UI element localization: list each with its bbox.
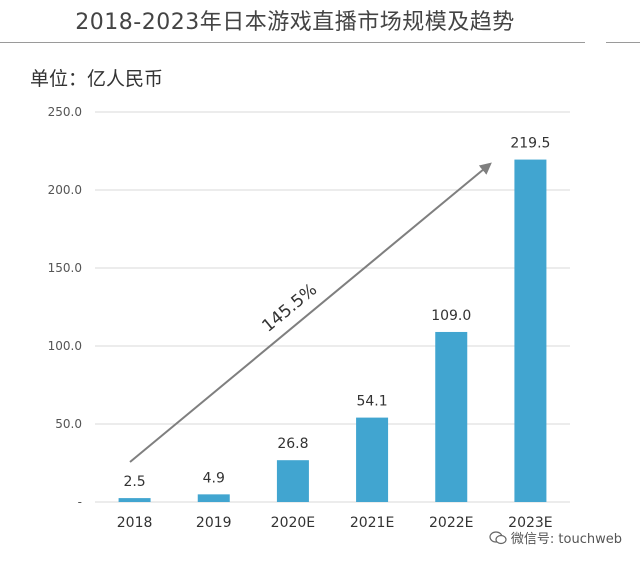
y-tick-label: 250.0 [48,105,82,119]
watermark: 微信号: touchweb [489,528,622,547]
value-labels: 2.5 4.9 26.8 54.1 109.0 219.5 [123,136,550,491]
title-divider-right [606,42,640,43]
y-axis-tick-labels: - 50.0 100.0 150.0 200.0 250.0 [48,105,82,509]
watermark-text: 微信号: touchweb [510,532,622,547]
wechat-icon [489,530,507,544]
y-tick-label: 150.0 [48,261,82,275]
x-tick-label: 2022E [429,515,473,531]
y-tick-label: 200.0 [48,183,82,197]
bar [514,159,547,502]
data-label: 54.1 [356,394,387,410]
y-tick-label: 100.0 [48,339,82,353]
x-tick-label: 2018 [117,515,153,531]
title-divider [0,42,585,43]
data-label: 4.9 [203,470,225,486]
data-label: 109.0 [431,308,471,324]
data-label: 219.5 [510,136,550,152]
unit-label: 单位：亿人民币 [30,68,164,90]
bar [118,498,151,502]
x-tick-label: 2021E [350,515,394,531]
bars [118,159,547,502]
bar [435,331,468,502]
grid-lines [95,111,570,503]
x-tick-label: 2023E [508,515,552,531]
data-label: 2.5 [123,474,145,490]
growth-annotation-label: 145.5% [258,280,321,337]
growth-arrow [129,162,492,463]
bar [197,494,230,502]
x-tick-label: 2020E [271,515,315,531]
y-tick-label: 50.0 [55,417,82,431]
y-tick-label: - [78,495,82,509]
bar [356,417,389,502]
x-tick-label: 2019 [196,515,232,531]
bar [276,460,309,502]
chart-title: 2018-2023年日本游戏直播市场规模及趋势 [75,10,515,35]
data-label: 26.8 [277,436,308,452]
x-axis-tick-labels: 2018 2019 2020E 2021E 2022E 2023E [117,515,553,531]
